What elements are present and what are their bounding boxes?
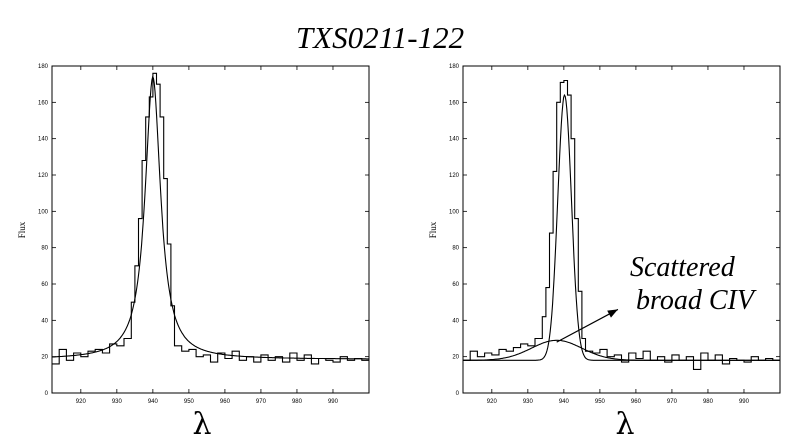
x-tick-label: 950 <box>184 399 195 405</box>
y-tick-label: 40 <box>41 318 48 324</box>
y-tick-label: 60 <box>41 282 48 288</box>
panel-right: Flux λ Scattered broad CIV 0 20 40 60 80 100 1… <box>428 64 781 438</box>
y-tick-label: 180 <box>38 64 49 70</box>
y-tick-label: 0 <box>456 391 460 397</box>
x-tick-label: 960 <box>220 399 231 405</box>
y-tick-label: 60 <box>452 282 459 288</box>
fit-curve-1-2 <box>463 339 780 361</box>
x-tick-label: 970 <box>667 399 678 405</box>
x-tick-label: 930 <box>112 399 123 405</box>
y-tick-label: 80 <box>41 246 48 252</box>
annotation-line-1: Scattered <box>630 252 736 283</box>
x-tick-label: 940 <box>148 399 159 405</box>
plot-frame-left <box>51 65 370 394</box>
x-axis-label-right: λ <box>615 407 634 438</box>
x-axis-label-left: λ <box>192 407 211 438</box>
annotation-arrowhead <box>607 309 618 318</box>
annotation-arrow <box>556 308 619 343</box>
annotation-line-2: broad CIV <box>636 285 757 316</box>
y-tick-label: 180 <box>449 64 460 70</box>
spectrum-histogram-0 <box>52 72 369 365</box>
y-tick-label: 100 <box>38 209 49 215</box>
x-tick-label: 980 <box>292 399 303 405</box>
y-axis-label-right: Flux <box>428 221 438 238</box>
y-tick-label: 140 <box>38 137 49 143</box>
x-tick-label: 920 <box>76 399 87 405</box>
y-tick-label: 160 <box>38 100 49 106</box>
y-tick-label: 160 <box>449 100 460 106</box>
x-tick-label: 920 <box>487 399 498 405</box>
y-tick-label: 100 <box>449 209 460 215</box>
x-tick-label: 990 <box>328 399 339 405</box>
y-tick-label: 40 <box>452 318 459 324</box>
x-tick-label: 970 <box>256 399 267 405</box>
x-tick-label: 960 <box>631 399 642 405</box>
y-tick-label: 20 <box>41 355 48 361</box>
plot-frame-right <box>462 65 781 394</box>
figure-title: TXS0211-122 <box>296 20 464 55</box>
fit-curve-1-1 <box>463 93 780 361</box>
y-tick-label: 120 <box>38 173 49 179</box>
y-tick-label: 20 <box>452 355 459 361</box>
y-tick-label: 80 <box>452 246 459 252</box>
x-tick-label: 990 <box>739 399 750 405</box>
x-tick-label: 950 <box>595 399 606 405</box>
spectrum-histogram-1 <box>463 79 780 370</box>
fit-curve-0-1 <box>51 75 369 360</box>
panel-left: Flux λ 0 20 40 60 80 100 120 140 160 180 920 930 940… <box>17 64 370 438</box>
x-tick-label: 940 <box>559 399 570 405</box>
y-tick-label: 140 <box>449 137 460 143</box>
x-tick-label: 930 <box>523 399 534 405</box>
y-tick-label: 120 <box>449 173 460 179</box>
y-axis-label-left: Flux <box>17 221 27 238</box>
y-tick-label: 0 <box>45 391 49 397</box>
x-tick-label: 980 <box>703 399 714 405</box>
